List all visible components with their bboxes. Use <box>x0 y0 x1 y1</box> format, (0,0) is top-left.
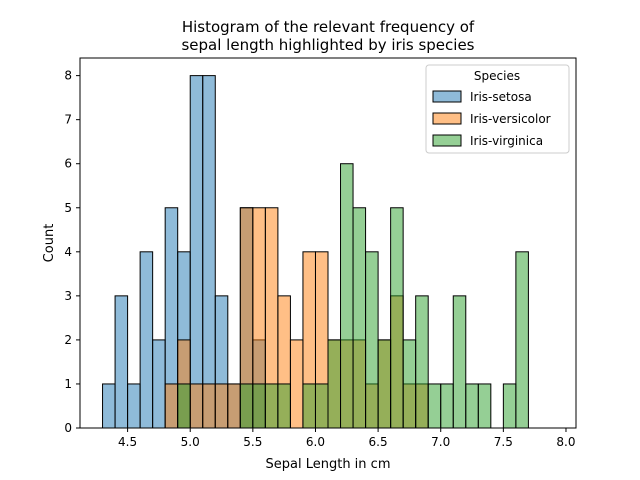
bar-iris-virginica-bin-13 <box>264 383 279 429</box>
legend-label-iris-setosa: Iris-setosa <box>470 90 532 104</box>
y-axis-ticks: 0 1 2 3 4 5 6 7 8 <box>64 69 80 435</box>
legend-box <box>425 64 570 154</box>
x-tick-label: 4.5 <box>118 435 137 449</box>
bar-iris-virginica-bin-19 <box>340 163 354 429</box>
bar-iris-setosa-bin-8 <box>202 75 216 429</box>
x-axis-label: Sepal Length in cm <box>266 457 391 472</box>
legend: Species Iris-setosa Iris-versicolor Iris-v… <box>425 64 570 154</box>
x-tick-label: 6.0 <box>306 435 325 449</box>
bar-iris-virginica-bin-17 <box>314 383 329 429</box>
bar-iris-virginica-bin-14 <box>277 383 291 429</box>
y-tick-label: 6 <box>64 157 72 171</box>
bar-iris-virginica-bin-30 <box>477 383 492 429</box>
y-tick-label: 8 <box>64 69 72 83</box>
bar-iris-versicolor-bin-15 <box>289 339 304 429</box>
x-axis-ticks: 4.5 5.0 5.5 6.0 6.5 7.0 7.5 8.0 <box>118 428 576 449</box>
bar-iris-virginica-bin-33 <box>515 251 529 429</box>
y-tick-label: 4 <box>64 245 72 259</box>
bar-iris-versicolor-bin-7 <box>189 383 204 429</box>
bar-iris-virginica-bin-18 <box>327 339 342 429</box>
bar-iris-versicolor-bin-8 <box>202 383 216 429</box>
y-tick-label: 7 <box>64 113 72 127</box>
bar-iris-setosa-bin-4 <box>152 339 166 429</box>
bar-iris-virginica-bin-16 <box>302 383 316 429</box>
y-axis-label: Count <box>42 224 57 263</box>
x-tick-label: 7.0 <box>431 435 450 449</box>
y-tick-label: 2 <box>64 333 72 347</box>
x-tick-label: 8.0 <box>556 435 575 449</box>
bar-iris-setosa-bin-1 <box>114 295 129 429</box>
bar-iris-versicolor-bin-5 <box>164 383 179 429</box>
legend-swatch-iris-setosa <box>432 90 462 103</box>
y-tick-label: 3 <box>64 289 72 303</box>
chart-title-line-1: Histogram of the relevant frequency of <box>182 18 475 36</box>
bar-iris-virginica-bin-23 <box>390 207 404 429</box>
legend-swatch-iris-versicolor <box>432 112 462 125</box>
y-tick-label: 5 <box>64 201 72 215</box>
bar-iris-virginica-bin-22 <box>377 339 392 429</box>
bar-iris-virginica-bin-29 <box>465 383 479 429</box>
bar-iris-setosa-bin-0 <box>102 383 116 429</box>
x-tick-label: 5.0 <box>181 435 200 449</box>
legend-swatch-iris-virginica <box>432 134 462 147</box>
bar-iris-setosa-bin-3 <box>139 251 154 429</box>
bar-iris-versicolor-bin-9 <box>214 383 229 429</box>
bar-iris-virginica-bin-11 <box>239 383 254 429</box>
legend-label-iris-virginica: Iris-virginica <box>470 134 543 148</box>
bar-iris-virginica-bin-32 <box>502 383 517 429</box>
bar-iris-virginica-bin-27 <box>440 383 454 429</box>
bar-iris-virginica-bin-6 <box>177 383 191 429</box>
plot-frame <box>79 57 577 429</box>
x-tick-label: 5.5 <box>243 435 262 449</box>
bar-iris-setosa-bin-2 <box>127 383 141 429</box>
chart-title-line-2: sepal length highlighted by iris species <box>181 36 474 54</box>
bar-iris-setosa-bin-7 <box>189 75 204 429</box>
x-tick-label: 6.5 <box>369 435 388 449</box>
x-tick-label: 7.5 <box>494 435 513 449</box>
legend-title: Species <box>474 69 520 83</box>
bar-iris-virginica-bin-28 <box>452 295 467 429</box>
bar-iris-virginica-bin-21 <box>365 251 379 429</box>
legend-label-iris-versicolor: Iris-versicolor <box>470 112 551 126</box>
bar-iris-virginica-bin-12 <box>252 383 266 429</box>
bar-iris-virginica-bin-26 <box>427 383 442 429</box>
bar-iris-versicolor-bin-10 <box>227 383 241 429</box>
bar-iris-virginica-bin-20 <box>352 207 367 429</box>
legend-entries: Iris-setosa Iris-versicolor Iris-virginica <box>432 90 551 148</box>
y-tick-label: 1 <box>64 377 72 391</box>
bar-iris-virginica-bin-24 <box>402 339 417 429</box>
bar-iris-virginica-bin-25 <box>415 295 429 429</box>
y-tick-label: 0 <box>64 421 72 435</box>
